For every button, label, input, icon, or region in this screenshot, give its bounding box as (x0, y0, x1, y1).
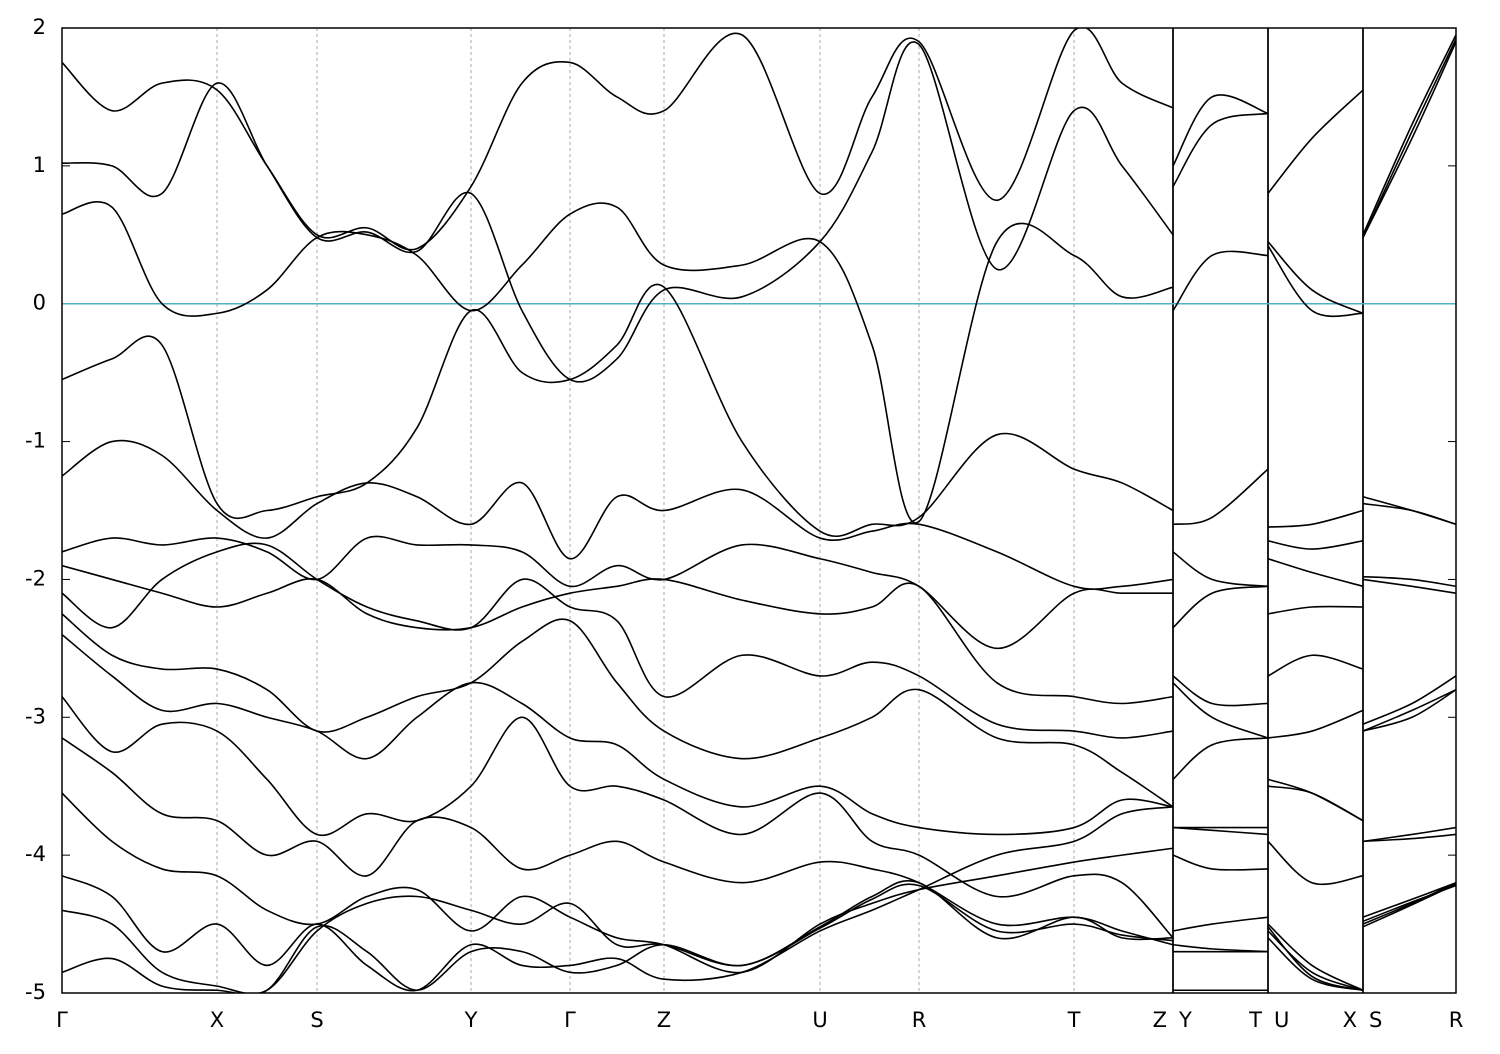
x-tick-label: Y (464, 1008, 478, 1032)
y-tick-label: -4 (25, 842, 46, 866)
band (62, 283, 1456, 537)
x-tick-label: R (1449, 1008, 1464, 1032)
x-tick-label: S (1369, 1008, 1382, 1032)
band (62, 689, 1456, 992)
band (62, 28, 1456, 251)
x-tick-label: U (1274, 1008, 1289, 1032)
band (62, 792, 1456, 992)
y-tick-label: 1 (33, 153, 46, 177)
band (62, 613, 1456, 808)
x-tick-label: X (1343, 1008, 1357, 1032)
x-tick-label: T (1248, 1008, 1262, 1032)
x-tick-label: T (1067, 1008, 1081, 1032)
band (62, 41, 1456, 524)
x-tick-label: Z (1153, 1008, 1167, 1032)
band (62, 696, 1456, 939)
bands (62, 28, 1456, 993)
x-tick-label: Y (1178, 1008, 1192, 1032)
x-tick-label: Γ (564, 1008, 576, 1032)
labels: 210-1-2-3-4-5Γ X S Y Γ Z U R T Z Y T U X S R (25, 15, 1463, 1032)
band (62, 883, 1456, 993)
x-tick-label: X (210, 1008, 224, 1032)
y-tick-label: 2 (33, 15, 46, 39)
x-tick-label: S (310, 1008, 323, 1032)
y-tick-label: -1 (25, 429, 46, 453)
band (62, 564, 1456, 707)
x-tick-label: Γ (56, 1008, 68, 1032)
band (62, 439, 1456, 590)
y-tick-label: -3 (25, 704, 46, 728)
x-tick-label: U (812, 1008, 827, 1032)
band (62, 542, 1456, 739)
band (62, 535, 1456, 650)
x-tick-label: R (912, 1008, 927, 1032)
x-tick-label: Z (657, 1008, 671, 1032)
band (62, 38, 1456, 383)
y-tick-label: 0 (33, 291, 46, 315)
y-tick-label: -2 (25, 566, 46, 590)
band (62, 737, 1456, 991)
y-tick-label: -5 (25, 980, 46, 1004)
plot-frame (61, 27, 1457, 994)
band (62, 633, 1456, 843)
band (62, 880, 1456, 993)
